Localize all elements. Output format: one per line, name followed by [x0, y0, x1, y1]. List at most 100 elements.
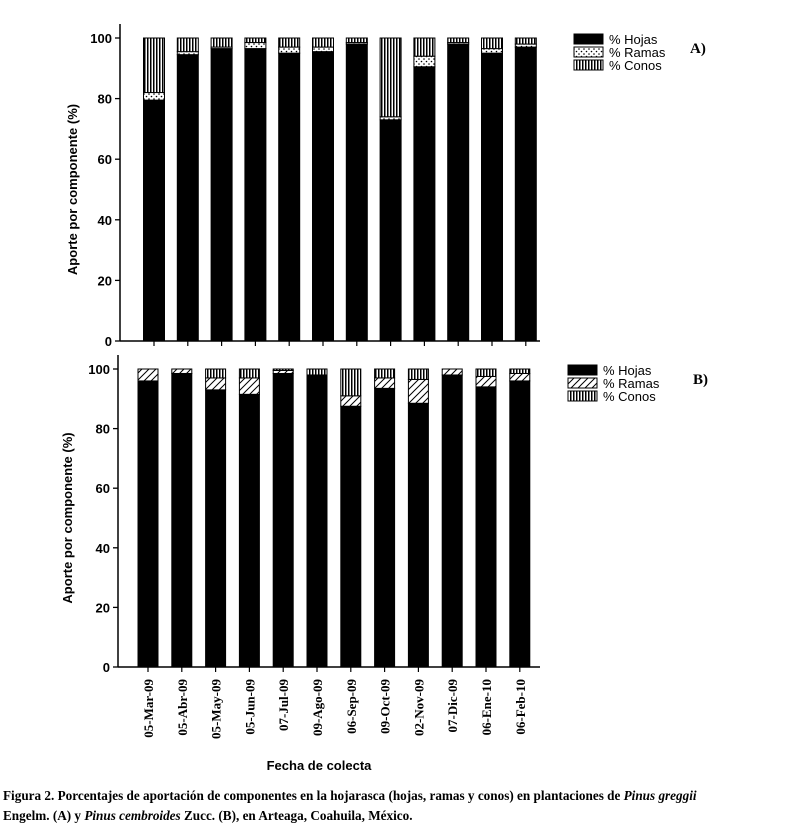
y-tick-label: 20 — [98, 273, 112, 288]
caption-text-1: Figura 2. Porcentajes de aportación de c… — [3, 788, 624, 803]
bar-segment-conos — [413, 37, 436, 57]
legend-label: % Ramas — [609, 45, 666, 60]
bar-segment-conos — [345, 37, 368, 44]
bar-segment-ramas — [340, 395, 362, 407]
bar-segment-conos — [272, 368, 294, 371]
bar-segment-hojas — [272, 372, 294, 668]
bar-segment-conos — [312, 37, 334, 48]
bar-segment-conos — [374, 368, 396, 379]
y-tick-label: 60 — [96, 481, 110, 496]
bar-segment-hojas — [481, 52, 503, 342]
bar-segment-conos — [278, 37, 301, 48]
legend-label: % Conos — [609, 58, 662, 73]
y-tick-label: 80 — [96, 422, 110, 437]
y-axis-title: Aporte por componente (%) — [65, 104, 80, 275]
figure-caption: Figura 2. Porcentajes de aportación de c… — [3, 786, 793, 826]
caption-text-3: Zucc. (B), en Arteaga, Coahuila, México. — [180, 808, 413, 823]
x-tick-label: 05-Jun-09 — [242, 679, 257, 735]
bar-segment-hojas — [306, 374, 328, 668]
bar-segment-ramas — [238, 377, 260, 395]
x-tick-label: 05-May-09 — [209, 679, 224, 739]
bar-segment-conos — [475, 368, 497, 377]
panel-label: A) — [690, 41, 706, 57]
bar-segment-hojas — [509, 380, 531, 668]
bar-segment-hojas — [171, 372, 193, 668]
legend-swatch-conos — [567, 390, 598, 402]
bar-segment-conos — [205, 368, 227, 379]
bar-segment-hojas — [514, 46, 537, 342]
bar-segment-conos — [210, 37, 233, 48]
bar-segment-ramas — [509, 372, 531, 382]
x-tick-label: 06-Feb-10 — [513, 679, 528, 735]
bar-segment-ramas — [413, 55, 436, 68]
y-tick-label: 40 — [96, 541, 110, 556]
legend-label: % Ramas — [603, 376, 660, 391]
bar-segment-hojas — [143, 99, 165, 342]
bar-segment-conos — [143, 37, 165, 94]
x-tick-label: 07-Jul-09 — [276, 679, 291, 732]
bar-segment-ramas — [244, 42, 267, 50]
bar-segment-conos — [244, 37, 267, 44]
bar-segment-hojas — [413, 66, 436, 342]
chart-a: 0 20 40 60 80 100 Aporte por componente (%) % H… — [65, 24, 706, 349]
legend-swatch-hojas — [567, 364, 598, 376]
bar-segment-hojas — [447, 43, 470, 342]
x-axis-title: Fecha de colecta — [267, 758, 373, 773]
bar-segment-hojas — [374, 387, 396, 668]
x-tick-label: 06-Sep-09 — [344, 679, 359, 734]
bar-segment-ramas — [441, 368, 463, 376]
bar-segment-ramas — [475, 375, 497, 388]
bar-segment-hojas — [340, 405, 362, 668]
chart-b: 0 20 40 60 80 100 Aporte por componente (%) % H… — [60, 355, 708, 675]
bar-segment-ramas — [278, 46, 301, 54]
y-tick-label: 20 — [96, 600, 110, 615]
bar-segment-ramas — [374, 377, 396, 389]
x-tick-label: 07-Dic-09 — [445, 679, 460, 733]
bar-segment-hojas — [238, 393, 260, 668]
x-tick-label: 02-Nov-09 — [411, 679, 426, 737]
y-tick-label: 100 — [88, 362, 110, 377]
bar-segment-conos — [379, 37, 402, 118]
bar-segment-ramas — [481, 48, 503, 54]
bar-segment-conos — [481, 37, 503, 50]
x-tick-label: 05-Mar-09 — [141, 679, 156, 738]
x-tick-label: 05-Abr-09 — [175, 679, 190, 736]
legend-swatch-ramas — [573, 46, 604, 58]
caption-text-2: Engelm. (A) y — [3, 808, 85, 823]
bar-segment-hojas — [205, 389, 227, 668]
y-tick-label: 0 — [103, 660, 110, 675]
y-tick-label: 80 — [98, 92, 112, 107]
bar-segment-hojas — [345, 43, 368, 342]
bar-segment-hojas — [312, 51, 334, 342]
legend-swatch-conos — [573, 59, 604, 71]
bar-segment-ramas — [312, 46, 334, 53]
legend-label: % Hojas — [603, 363, 652, 378]
bar-segment-hojas — [379, 119, 402, 342]
caption-species-2: Pinus cembroides — [84, 808, 181, 823]
legend-swatch-hojas — [573, 33, 604, 45]
bar-segment-conos — [509, 368, 531, 374]
bar-segment-hojas — [244, 48, 267, 342]
bar-segment-conos — [447, 37, 470, 44]
bar-segment-hojas — [475, 386, 497, 668]
y-axis-title: Aporte por componente (%) — [60, 432, 75, 603]
y-tick-label: 100 — [90, 31, 112, 46]
y-tick-label: 0 — [105, 334, 112, 349]
bar-segment-hojas — [176, 54, 199, 342]
x-tick-label: 09-Oct-09 — [378, 679, 393, 734]
bar-segment-conos — [340, 368, 362, 397]
bar-segment-conos — [176, 37, 199, 53]
bar-segment-ramas — [205, 377, 227, 391]
legend-label: % Hojas — [609, 32, 658, 47]
bar-segment-hojas — [278, 52, 301, 342]
bar-segment-conos — [238, 368, 260, 379]
bar-segment-conos — [306, 368, 328, 376]
bar-segment-ramas — [171, 368, 193, 374]
y-tick-label: 40 — [98, 213, 112, 228]
panel-label: B) — [693, 372, 708, 388]
legend-swatch-ramas — [567, 377, 598, 389]
bar-segment-conos — [514, 37, 537, 45]
bar-segment-ramas — [137, 368, 159, 382]
bar-segment-conos — [407, 368, 429, 380]
x-tick-label: 06-Ene-10 — [479, 679, 494, 735]
